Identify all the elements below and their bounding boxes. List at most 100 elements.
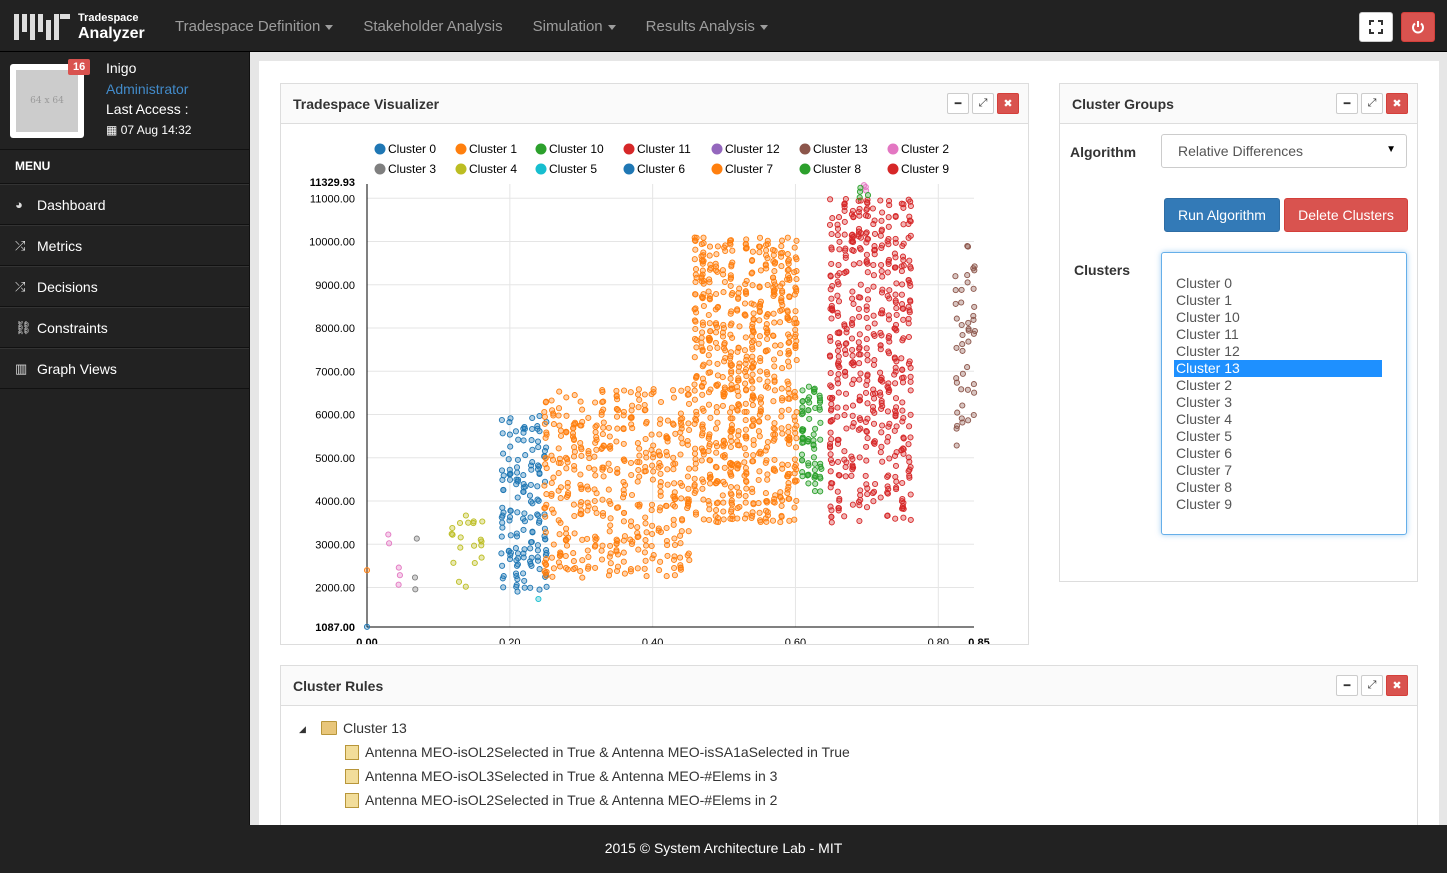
tree-node-rule[interactable]: Antenna MEO-isOL3Selected in True & Ante…: [345, 768, 777, 784]
nav-stakeholder-analysis[interactable]: Stakeholder Analysis: [348, 0, 517, 52]
data-point: [657, 558, 664, 565]
data-point: [742, 380, 749, 387]
cluster-option[interactable]: Cluster 9: [1176, 496, 1233, 512]
sidebar-item-metrics[interactable]: ⤮ Metrics: [0, 225, 249, 266]
data-point: [685, 485, 692, 492]
data-point: [793, 409, 800, 416]
cluster-option[interactable]: Cluster 11: [1176, 326, 1239, 342]
data-point: [817, 419, 824, 426]
data-point: [829, 215, 836, 222]
data-point: [706, 471, 714, 478]
data-point: [550, 410, 557, 417]
nav-simulation[interactable]: Simulation: [518, 0, 631, 52]
data-point: [656, 507, 663, 514]
cluster-option[interactable]: Cluster 8: [1176, 479, 1233, 495]
y-tick-label: 8000.00: [315, 323, 355, 335]
close-button[interactable]: ✖: [1386, 675, 1408, 696]
data-point: [893, 486, 900, 493]
data-point: [520, 515, 527, 522]
minimize-button[interactable]: ━: [1336, 675, 1358, 696]
user-role[interactable]: Administrator: [106, 81, 189, 97]
cluster-option[interactable]: Cluster 2: [1176, 377, 1233, 393]
data-point: [691, 450, 699, 457]
scatter-chart[interactable]: 0.00 0.20 0.40 0.60 0.80 0.85 1087.00 2000.00 30…: [281, 124, 1028, 644]
cluster-option-selected[interactable]: Cluster 13: [1174, 360, 1382, 377]
minimize-button[interactable]: ━: [1336, 93, 1358, 114]
tree-node-root[interactable]: Cluster 13: [321, 720, 407, 736]
data-point: [779, 465, 786, 472]
cluster-option[interactable]: Cluster 10: [1176, 309, 1240, 325]
algorithm-select[interactable]: Relative Differences ▼: [1161, 134, 1407, 168]
cluster-option[interactable]: Cluster 0: [1176, 275, 1233, 291]
delete-clusters-button[interactable]: Delete Clusters: [1284, 198, 1408, 232]
sidebar-item-graph-views[interactable]: ▥ Graph Views: [0, 348, 249, 389]
expand-button[interactable]: ⤢: [972, 93, 994, 114]
cluster-option[interactable]: Cluster 3: [1176, 394, 1233, 410]
cluster-option[interactable]: Cluster 7: [1176, 462, 1233, 478]
data-point: [879, 273, 886, 280]
sidebar-item-dashboard[interactable]: ◕ Dashboard: [0, 184, 249, 225]
brand-logo[interactable]: Tradespace Analyzer: [14, 12, 145, 42]
data-point: [570, 421, 577, 428]
fullscreen-button[interactable]: [1359, 12, 1393, 42]
data-point: [762, 490, 769, 497]
data-point: [907, 298, 914, 305]
expand-button[interactable]: ⤢: [1361, 93, 1383, 114]
tree-node-rule[interactable]: Antenna MEO-isOL2Selected in True & Ante…: [345, 744, 850, 760]
expand-button[interactable]: ⤢: [1361, 675, 1383, 696]
data-point: [757, 298, 764, 305]
sidebar-item-constraints[interactable]: ⛓ Constraints: [0, 307, 249, 348]
data-point: [548, 490, 555, 497]
cluster-option[interactable]: Cluster 12: [1176, 343, 1240, 359]
data-point: [663, 502, 670, 510]
data-point: [636, 501, 643, 508]
tree-collapse-icon[interactable]: ◢: [299, 724, 306, 734]
cluster-option[interactable]: Cluster 6: [1176, 445, 1233, 461]
data-point: [770, 356, 778, 363]
data-point: [792, 429, 799, 437]
data-point: [770, 467, 777, 474]
data-point: [810, 454, 817, 461]
data-point: [885, 312, 892, 319]
sidebar-item-decisions[interactable]: ⤮ Decisions: [0, 266, 249, 307]
data-point: [705, 352, 712, 359]
nav-tradespace-definition[interactable]: Tradespace Definition: [160, 0, 348, 52]
minimize-button[interactable]: ━: [947, 93, 969, 114]
fullscreen-icon: [1369, 20, 1383, 34]
tree-node-rule[interactable]: Antenna MEO-isOL2Selected in True & Ante…: [345, 792, 777, 808]
close-button[interactable]: ✖: [997, 93, 1019, 114]
data-point: [536, 428, 543, 435]
data-point: [499, 519, 506, 526]
data-point: [557, 563, 564, 570]
data-point: [592, 472, 599, 479]
close-button[interactable]: ✖: [1386, 93, 1408, 114]
cluster-option[interactable]: Cluster 1: [1176, 292, 1233, 308]
data-point: [607, 560, 614, 567]
run-algorithm-button[interactable]: Run Algorithm: [1164, 198, 1280, 232]
data-point: [512, 428, 519, 435]
cluster-option[interactable]: Cluster 4: [1176, 411, 1233, 427]
data-point: [607, 522, 614, 529]
nav-results-analysis[interactable]: Results Analysis: [631, 0, 783, 52]
legend-label: Cluster 8: [813, 162, 861, 176]
data-point: [770, 289, 777, 296]
data-point: [470, 520, 477, 527]
data-point: [548, 492, 555, 499]
data-point: [728, 472, 735, 479]
data-point: [643, 454, 650, 461]
data-point: [691, 396, 698, 403]
data-point: [514, 576, 521, 583]
menu-title: MENU: [0, 150, 249, 184]
legend-swatch: [711, 143, 723, 155]
notification-badge[interactable]: 16: [68, 59, 91, 75]
data-point: [793, 497, 800, 504]
power-button[interactable]: [1401, 12, 1435, 42]
data-point: [712, 425, 720, 432]
clusters-listbox[interactable]: Cluster 0 Cluster 1 Cluster 10 Cluster 1…: [1161, 252, 1407, 535]
data-point: [607, 445, 614, 452]
data-point: [705, 447, 712, 455]
cluster-option[interactable]: Cluster 5: [1176, 428, 1233, 444]
data-point: [678, 495, 685, 502]
data-point: [706, 457, 713, 464]
data-point: [793, 337, 800, 345]
